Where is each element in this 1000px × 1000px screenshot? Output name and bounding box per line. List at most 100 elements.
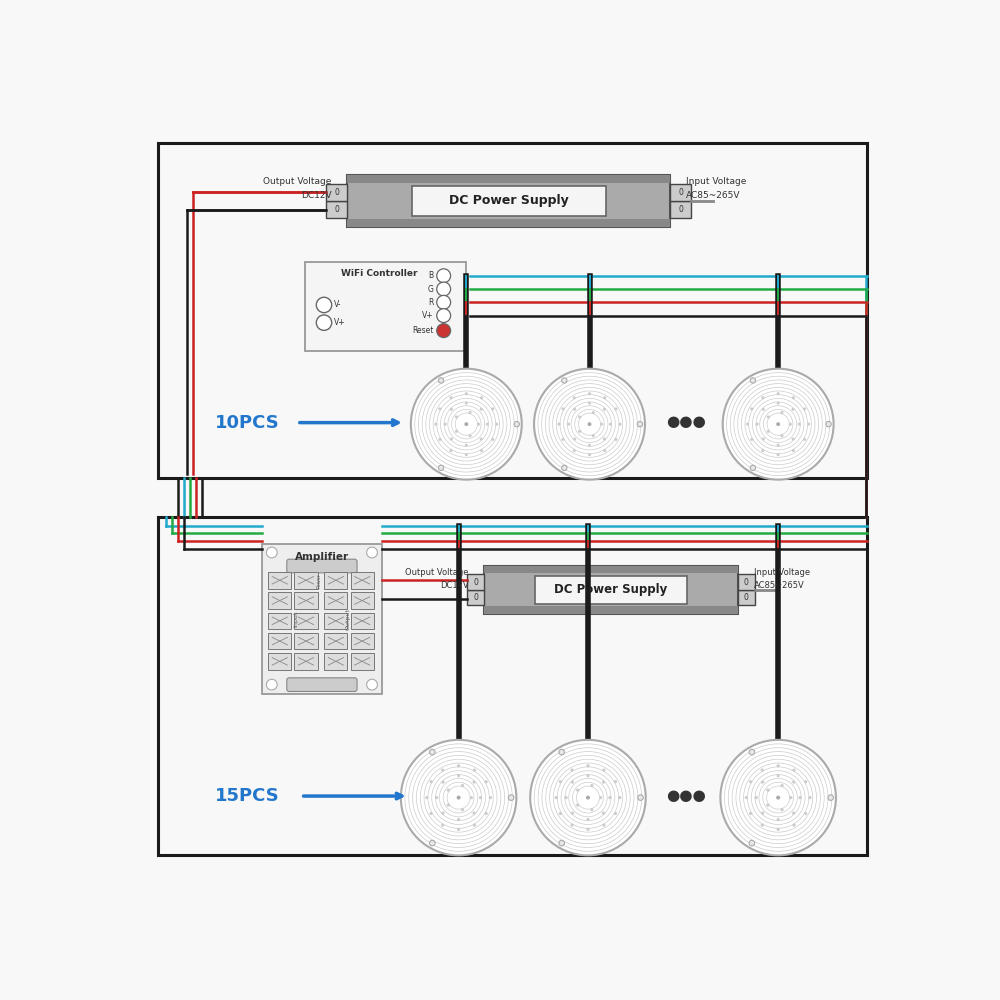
Circle shape [555,796,558,799]
FancyBboxPatch shape [412,186,606,216]
Bar [294,653,318,670]
Circle shape [762,408,765,411]
Text: ●●●: ●●● [666,414,706,429]
Circle shape [435,796,438,799]
Circle shape [828,795,833,800]
FancyBboxPatch shape [287,559,357,573]
Circle shape [588,392,591,395]
Circle shape [465,453,468,456]
Circle shape [477,423,480,426]
Circle shape [450,437,453,441]
Text: WiFi Controller: WiFi Controller [341,269,417,278]
Circle shape [530,740,646,855]
Bar [294,633,318,649]
Bar [738,574,755,590]
Text: Input: Input [293,610,298,627]
Circle shape [469,411,472,414]
Circle shape [562,407,565,410]
Circle shape [826,421,831,427]
Bar [268,653,291,670]
Circle shape [602,823,605,827]
Text: Amplifier: Amplifier [295,552,349,562]
Text: 0: 0 [678,205,683,214]
Text: Input Voltage: Input Voltage [754,568,810,577]
Circle shape [316,315,332,330]
Circle shape [461,784,464,787]
Circle shape [447,803,450,807]
Bar [351,633,374,649]
Circle shape [559,749,564,755]
Circle shape [798,423,801,426]
Circle shape [571,780,574,784]
Circle shape [491,407,494,410]
Circle shape [455,430,458,433]
Circle shape [570,768,574,772]
Circle shape [455,415,458,419]
Circle shape [761,449,764,452]
Circle shape [562,378,567,383]
Bar [467,590,484,605]
Circle shape [590,808,594,811]
Text: DC12V: DC12V [301,191,332,200]
Circle shape [789,796,792,799]
Circle shape [573,396,576,399]
Circle shape [438,465,444,471]
Circle shape [749,812,752,815]
Circle shape [777,818,780,821]
Circle shape [609,423,612,426]
Text: DC Power Supply: DC Power Supply [449,194,569,207]
Circle shape [557,423,561,426]
Circle shape [316,297,332,313]
Circle shape [586,818,590,821]
Circle shape [745,796,748,799]
FancyBboxPatch shape [347,175,670,183]
Circle shape [750,465,756,471]
Circle shape [457,764,460,767]
Text: R: R [428,298,434,307]
Text: AC85~265V: AC85~265V [686,191,740,200]
Circle shape [767,415,770,419]
Circle shape [578,430,581,433]
Circle shape [780,808,784,811]
Circle shape [578,415,581,419]
Circle shape [792,768,796,772]
Circle shape [562,438,565,441]
Circle shape [450,449,453,452]
Circle shape [614,780,617,783]
Circle shape [489,796,492,799]
Bar [351,572,374,589]
FancyBboxPatch shape [347,219,670,227]
Circle shape [486,423,489,426]
Circle shape [473,780,476,784]
Text: AC85~265V: AC85~265V [754,581,804,590]
Circle shape [618,423,622,426]
Circle shape [746,423,749,426]
Bar [351,653,374,670]
Circle shape [777,392,780,395]
Circle shape [473,812,476,815]
Text: ●●●: ●●● [666,788,706,803]
Circle shape [441,780,445,784]
Circle shape [570,823,574,827]
Bar [268,613,291,629]
Circle shape [562,465,567,471]
Circle shape [441,812,445,815]
Text: V+: V+ [334,318,346,327]
Bar [326,201,347,218]
Circle shape [465,402,468,405]
Text: G: G [428,285,434,294]
Circle shape [586,764,590,767]
Circle shape [559,780,562,783]
Circle shape [590,784,594,787]
Bar [268,633,291,649]
FancyBboxPatch shape [262,544,382,694]
FancyBboxPatch shape [347,175,670,227]
Circle shape [573,408,576,411]
Circle shape [430,749,435,755]
Circle shape [792,812,795,815]
Circle shape [777,444,780,447]
Circle shape [777,774,780,777]
Circle shape [447,789,450,792]
Text: Output Voltage: Output Voltage [405,568,469,577]
Text: 0: 0 [473,578,478,587]
